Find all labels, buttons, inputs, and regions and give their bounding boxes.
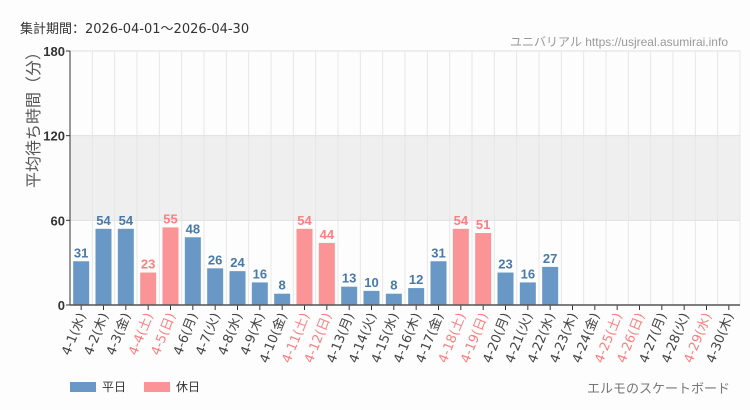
bar bbox=[162, 227, 179, 305]
data-label: 51 bbox=[476, 217, 490, 232]
data-label: 44 bbox=[320, 227, 335, 242]
bar bbox=[207, 268, 224, 305]
y-tick-label: 0 bbox=[58, 298, 65, 313]
period-label: 集計期間：2026-04-01～2026-04-30 bbox=[20, 22, 250, 37]
data-label: 12 bbox=[409, 272, 423, 287]
bar bbox=[73, 261, 90, 305]
legend: 平日 休日 bbox=[70, 378, 200, 395]
data-label: 23 bbox=[498, 257, 512, 272]
data-label: 54 bbox=[297, 213, 312, 228]
y-tick-label: 120 bbox=[43, 129, 65, 144]
bar bbox=[475, 233, 492, 305]
data-label: 10 bbox=[364, 275, 378, 290]
y-tick-label: 60 bbox=[51, 213, 65, 228]
bar bbox=[519, 282, 536, 305]
data-label: 8 bbox=[390, 278, 397, 293]
bar bbox=[385, 293, 402, 305]
bar bbox=[140, 272, 157, 305]
bar bbox=[229, 271, 246, 305]
bar bbox=[95, 228, 112, 305]
bar bbox=[542, 266, 559, 305]
bar bbox=[251, 282, 268, 305]
legend-swatch bbox=[70, 382, 96, 392]
bar bbox=[341, 286, 358, 305]
legend-holiday[interactable]: 休日 bbox=[144, 378, 200, 395]
y-tick-label: 180 bbox=[43, 44, 65, 59]
bar bbox=[296, 228, 313, 305]
data-label: 31 bbox=[431, 245, 445, 260]
legend-swatch bbox=[144, 382, 171, 392]
data-label: 54 bbox=[454, 213, 469, 228]
bar bbox=[363, 290, 380, 305]
data-label: 48 bbox=[186, 221, 200, 236]
legend-label: 平日 bbox=[102, 380, 127, 394]
data-label: 8 bbox=[279, 278, 286, 293]
data-label: 26 bbox=[208, 252, 222, 267]
bar bbox=[117, 228, 134, 305]
bar bbox=[497, 272, 514, 305]
data-label: 24 bbox=[230, 255, 245, 270]
credit-label: エルモのスケートボード bbox=[586, 382, 730, 397]
data-label: 27 bbox=[543, 251, 557, 266]
data-label: 54 bbox=[119, 213, 134, 228]
data-label: 13 bbox=[342, 271, 356, 286]
site-label: ユニバリアル https://usjreal.asumirai.info bbox=[510, 35, 728, 49]
legend-label: 休日 bbox=[176, 380, 201, 394]
data-label: 54 bbox=[96, 213, 111, 228]
bar bbox=[274, 293, 291, 305]
data-label: 16 bbox=[253, 266, 267, 281]
data-label: 31 bbox=[74, 245, 88, 260]
data-label: 55 bbox=[163, 211, 177, 226]
data-label: 16 bbox=[521, 266, 535, 281]
bar bbox=[184, 237, 201, 305]
bar bbox=[318, 242, 335, 305]
bar bbox=[408, 288, 425, 305]
data-label: 23 bbox=[141, 257, 155, 272]
legend-weekday[interactable]: 平日 bbox=[70, 378, 126, 395]
bar bbox=[452, 228, 469, 305]
bar bbox=[430, 261, 447, 305]
